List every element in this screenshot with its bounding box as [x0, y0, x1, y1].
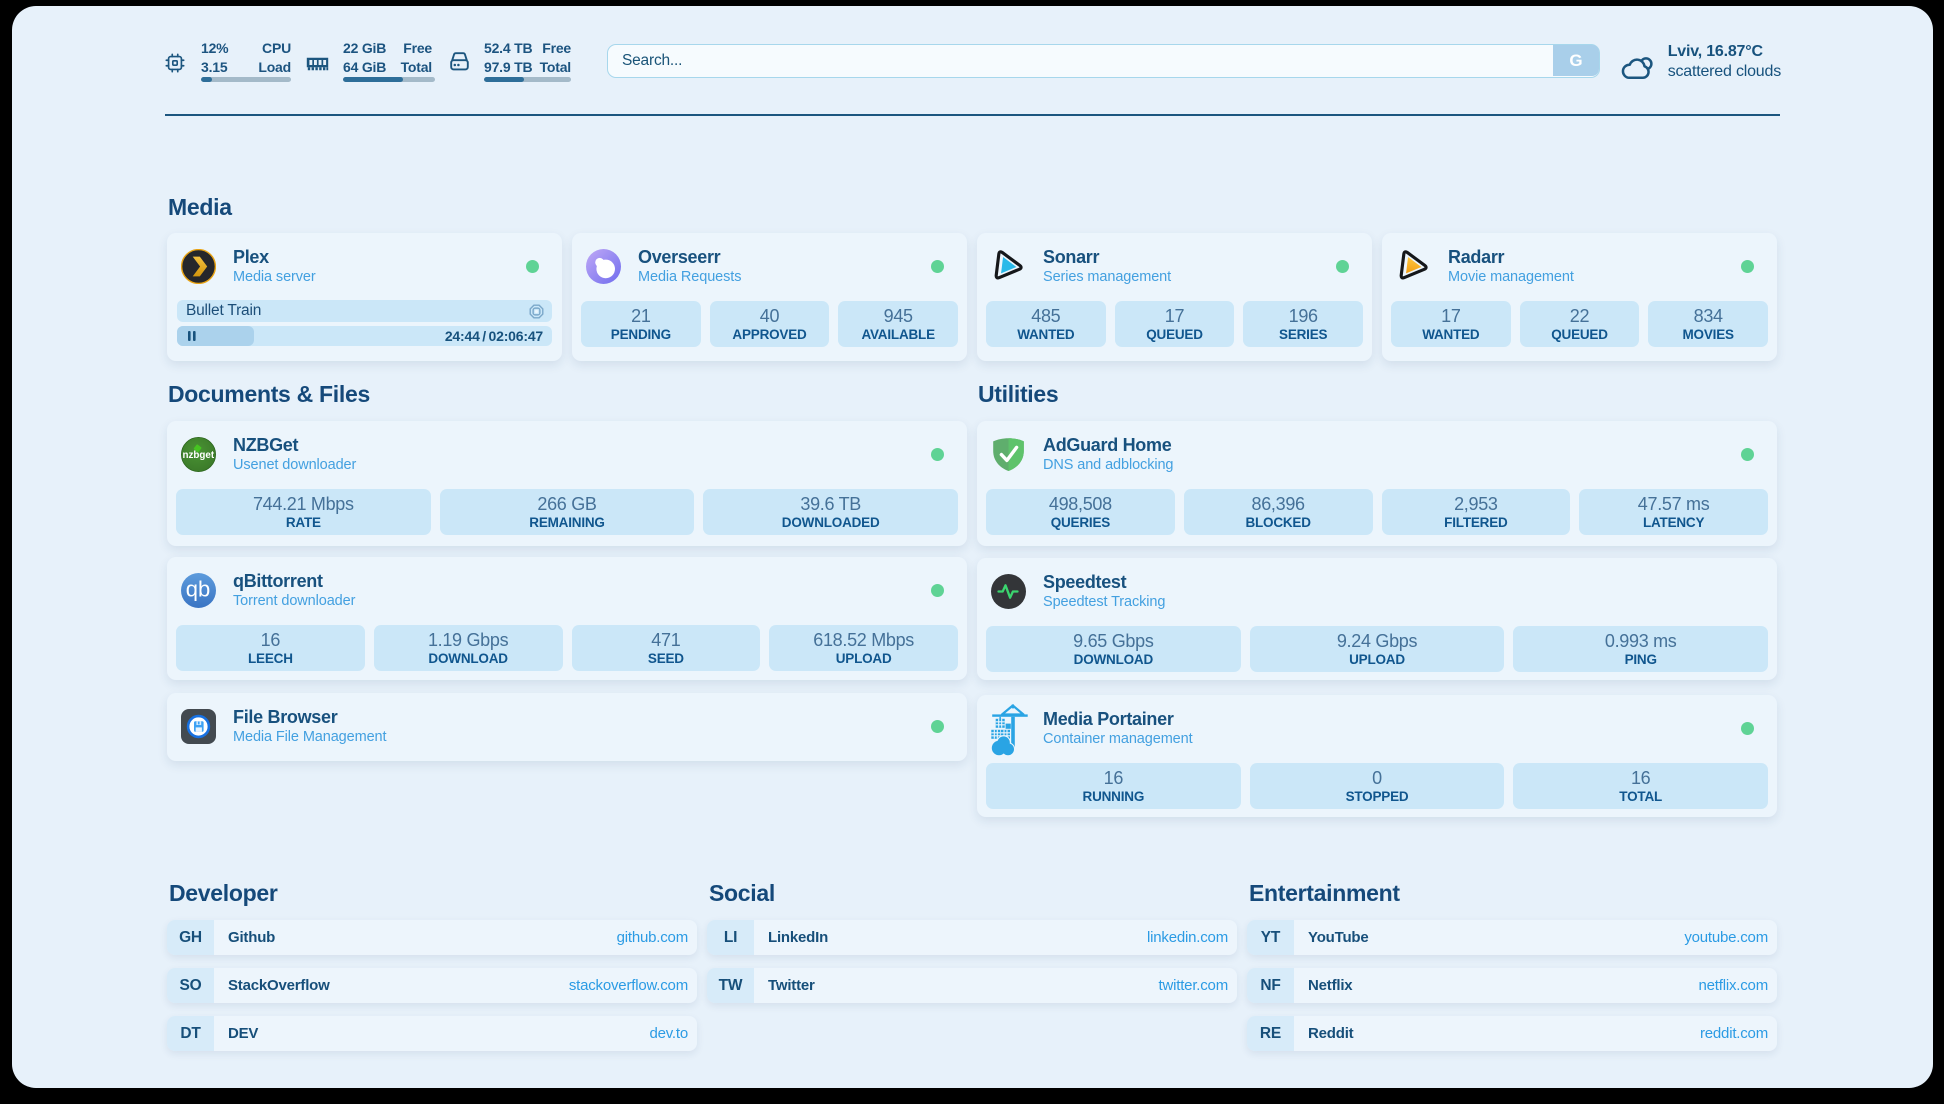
svg-text:nzbget: nzbget [183, 450, 215, 461]
svg-text:qb: qb [186, 577, 210, 602]
